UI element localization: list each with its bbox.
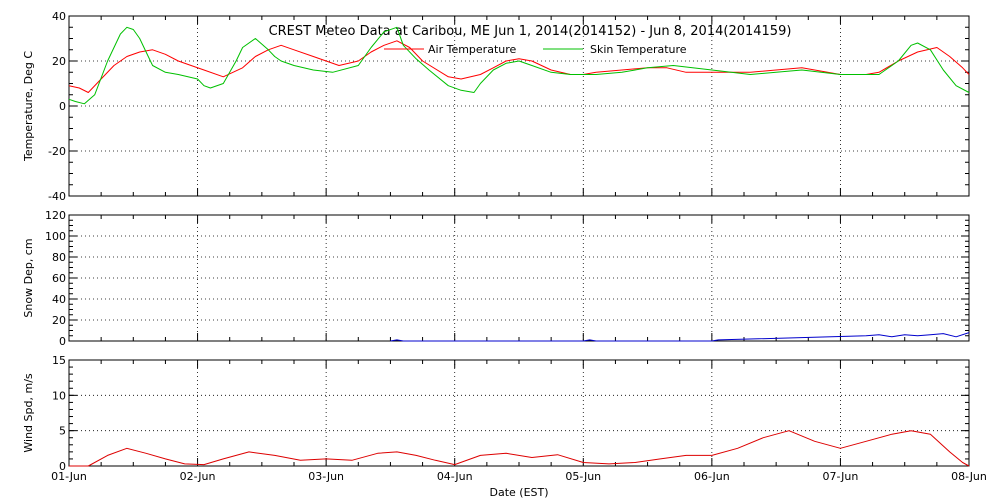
temperature-y-axis-title: Temperature, Deg C — [22, 51, 35, 162]
y-tick-label: 120 — [45, 209, 66, 222]
chart-panels: -40 -20 0 20 40 Temperature, Deg C 0 20 40 60 80 10… — [22, 10, 987, 483]
x-tick-label: 05-Jun — [565, 470, 601, 483]
y-tick-label: -20 — [48, 145, 66, 158]
x-tick-label: 04-Jun — [437, 470, 473, 483]
legend-label-skin: Skin Temperature — [590, 43, 687, 56]
y-tick-label: 20 — [52, 55, 66, 68]
legend: Air Temperature Skin Temperature — [384, 43, 687, 56]
series-line-skin-temperature — [68, 26, 970, 105]
x-tick-label: 07-Jun — [823, 470, 859, 483]
y-tick-label: 40 — [52, 10, 66, 23]
temperature-panel: -40 -20 0 20 40 Temperature, Deg C — [22, 10, 970, 203]
y-tick-label: 100 — [45, 230, 66, 243]
snow-depth-panel: 0 20 40 60 80 100 120 Snow Dep, cm — [22, 209, 970, 348]
y-tick-label: 15 — [52, 354, 66, 367]
y-tick-label: 0 — [59, 460, 66, 473]
series-line-air-temperature — [68, 40, 970, 93]
y-tick-label: 5 — [59, 425, 66, 438]
x-tick-label: 08-Jun — [951, 470, 987, 483]
y-tick-label: 60 — [52, 272, 66, 285]
snow-depth-y-axis-title: Snow Dep, cm — [22, 238, 35, 317]
y-tick-label: 80 — [52, 251, 66, 264]
y-tick-label: 0 — [59, 335, 66, 348]
temperature-plot-frame — [68, 15, 970, 197]
chart-title: CREST Meteo Data at Caribou, ME Jun 1, 2… — [269, 24, 792, 39]
series-line-snow-depth — [390, 332, 970, 342]
y-tick-label: 20 — [52, 314, 66, 327]
y-tick-label: 0 — [59, 100, 66, 113]
series-line-wind-speed — [69, 430, 970, 467]
y-tick-label: 40 — [52, 293, 66, 306]
y-tick-label: -40 — [48, 190, 66, 203]
x-tick-label: 01-Jun — [51, 470, 87, 483]
y-tick-label: 10 — [52, 389, 66, 402]
x-tick-label: 02-Jun — [180, 470, 216, 483]
x-tick-label: 06-Jun — [694, 470, 730, 483]
x-axis-title: Date (EST) — [489, 486, 548, 499]
wind-speed-panel: 0 5 10 15 Wind Spd, m/s — [22, 354, 970, 473]
x-tick-label: 03-Jun — [308, 470, 344, 483]
wind-speed-plot-frame — [68, 359, 970, 467]
wind-speed-y-axis-title: Wind Spd, m/s — [22, 373, 35, 453]
legend-label-air: Air Temperature — [428, 43, 517, 56]
